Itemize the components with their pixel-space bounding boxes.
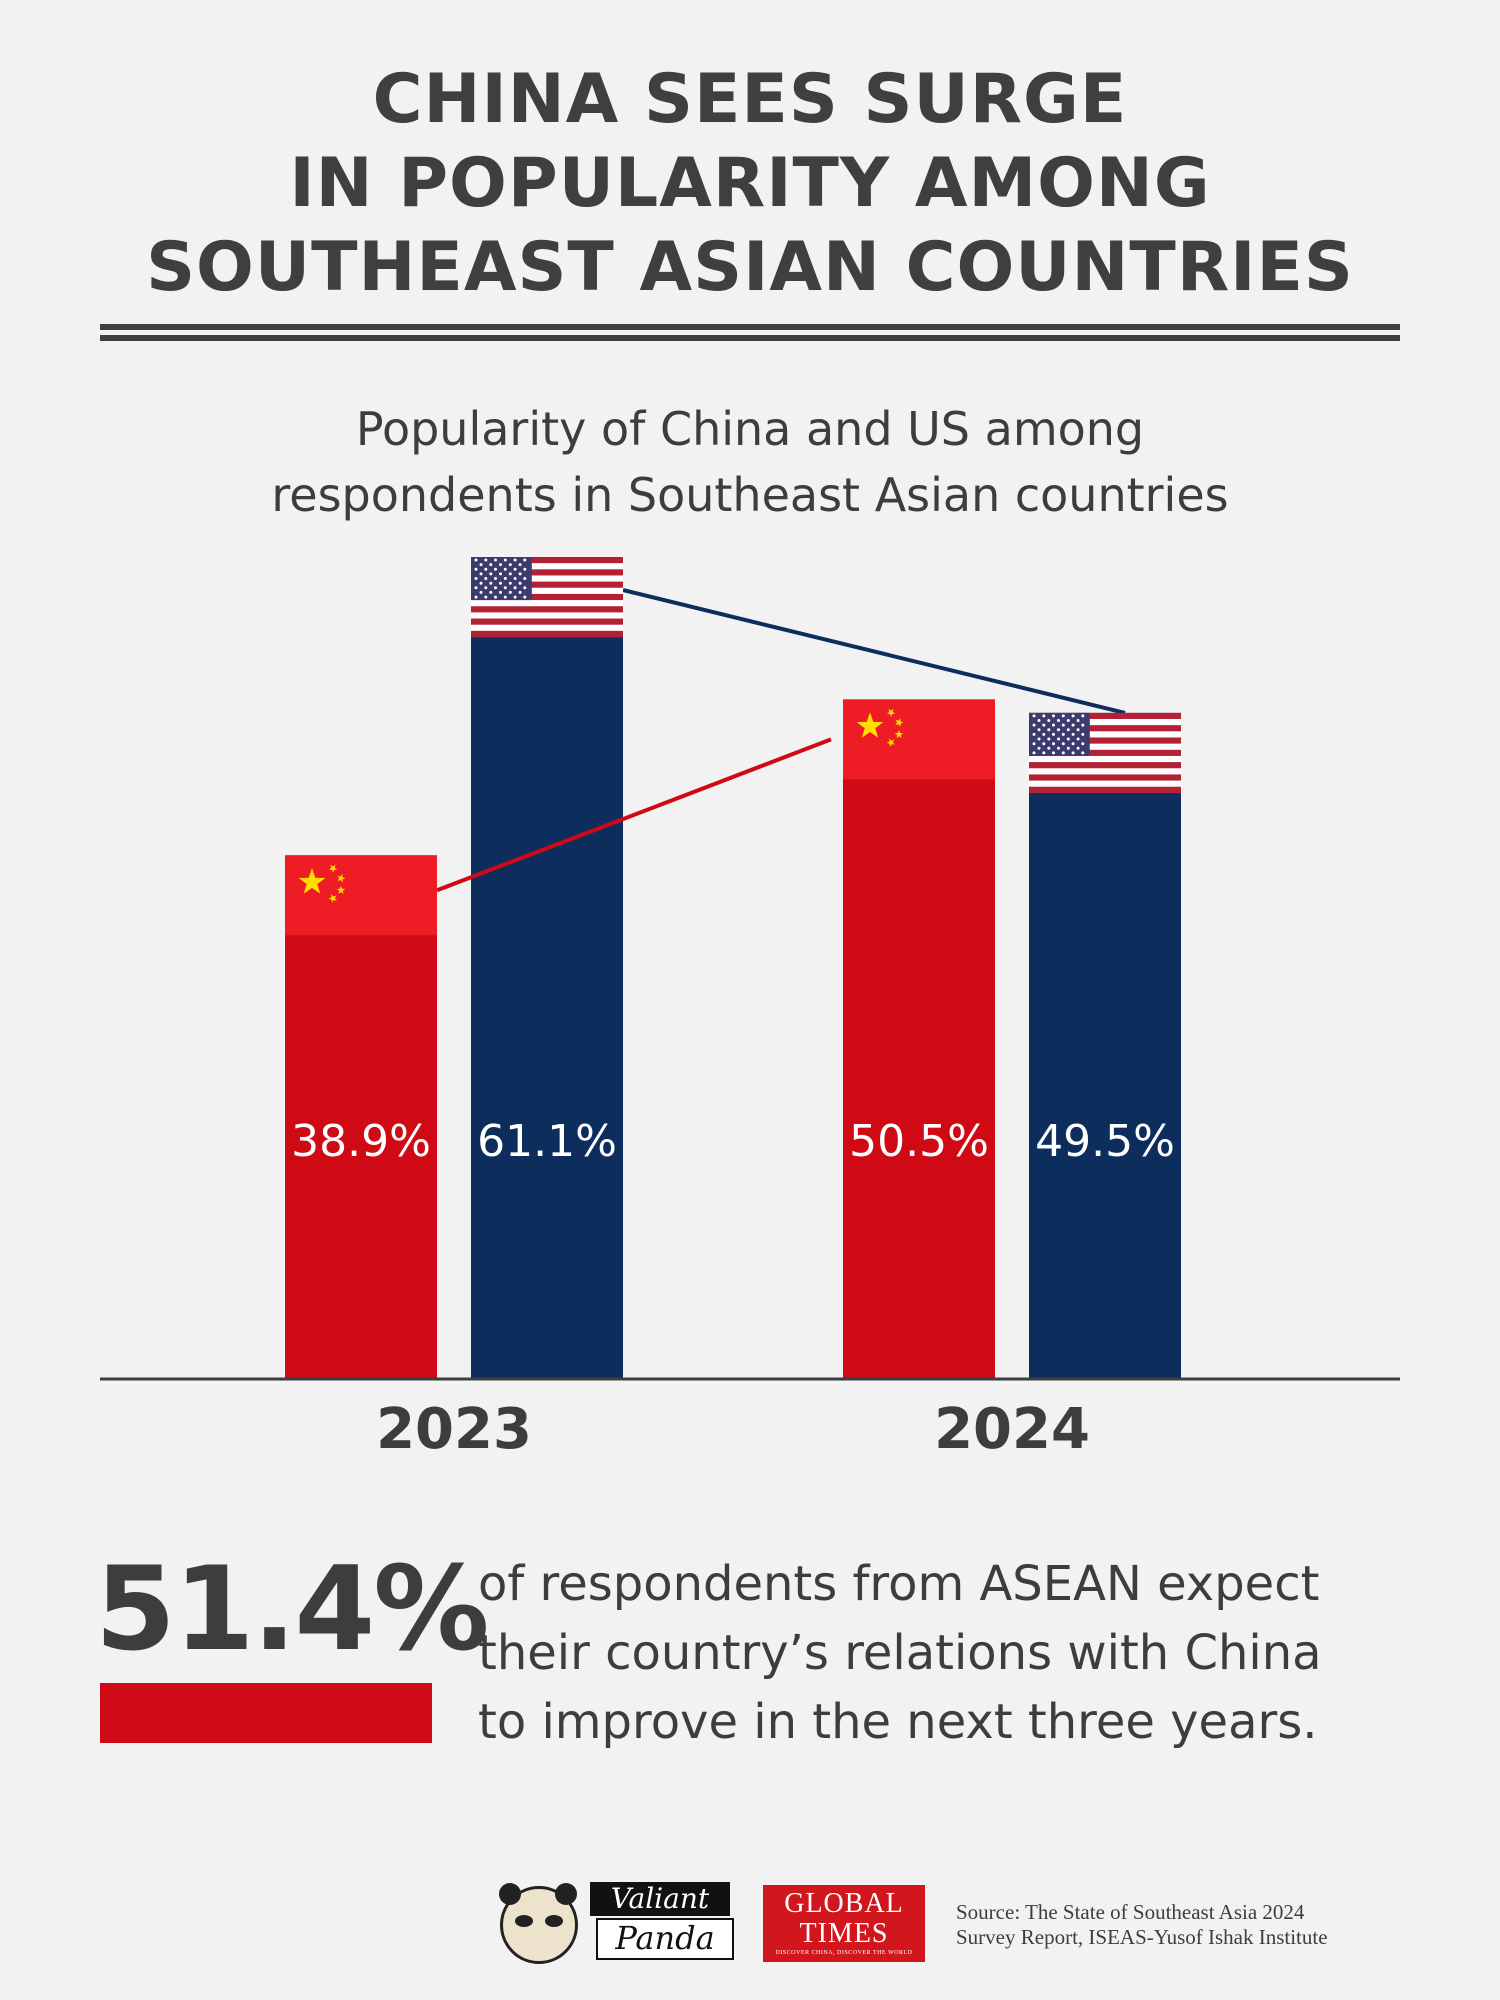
stat-text-line-3: to improve in the next three years. (478, 1694, 1318, 1750)
china-flag-icon-2023 (285, 855, 437, 936)
chart-title-line-1: Popularity of China and US among (355, 402, 1145, 456)
title-line-3: SOUTHEAST ASIAN COUNTRIES (146, 228, 1354, 307)
value-label-china-2024: 50.5% (849, 1116, 989, 1167)
stat-text-line-1: of respondents from ASEAN expect (478, 1556, 1320, 1612)
source-line-1: Source: The State of Southeast Asia 2024 (956, 1900, 1305, 1924)
title-line-2: IN POPULARITY AMONG (289, 144, 1211, 223)
chart-title: Popularity of China and US among respond… (0, 396, 1500, 528)
global-times-logo: GLOBAL TIMES DISCOVER CHINA, DISCOVER TH… (763, 1885, 925, 1962)
stat-accent-bar (100, 1683, 432, 1743)
bar-us-2023 (471, 557, 623, 1378)
x-tick-label-2024: 2024 (934, 1397, 1090, 1462)
trend-line-china (436, 737, 832, 893)
page-title: CHINA SEES SURGE IN POPULARITY AMONG SOU… (0, 58, 1500, 310)
gt-logo-line-2: TIMES (799, 1918, 889, 1949)
gt-logo-tagline: DISCOVER CHINA, DISCOVER THE WORLD (775, 1950, 913, 1956)
us-flag-icon-2023 (471, 557, 623, 638)
value-label-us-2023: 61.1% (477, 1116, 617, 1167)
stat-description: of respondents from ASEAN expect their c… (478, 1550, 1438, 1757)
stat-value: 51.4% (95, 1542, 489, 1677)
valiant-panda-logo: Valiant Panda (499, 1880, 735, 1964)
bar-china-2024 (843, 699, 995, 1378)
title-line-1: CHINA SEES SURGE (372, 60, 1128, 139)
bar-chart: 38.9% 50.5% 61.1% 49.5% 2023 2024 (100, 557, 1400, 1462)
us-flag-icon-2024 (1029, 712, 1181, 794)
source-note: Source: The State of Southeast Asia 2024… (956, 1900, 1436, 1950)
value-label-china-2023: 38.9% (291, 1116, 431, 1167)
stat-text-line-2: their country’s relations with China (478, 1625, 1322, 1681)
gt-logo-line-1: GLOBAL (784, 1888, 904, 1919)
panda-logo-line-2: Panda (596, 1918, 734, 1960)
title-divider-top (100, 324, 1400, 330)
trend-line-us (622, 588, 1126, 715)
panda-logo-line-1: Valiant (590, 1882, 730, 1916)
title-divider-bottom (100, 335, 1400, 341)
source-line-2: Survey Report, ISEAS-Yusof Ishak Institu… (956, 1925, 1328, 1949)
panda-face-icon (499, 1883, 578, 1964)
china-flag-icon-2024 (843, 699, 995, 780)
bar-us-2024 (1029, 712, 1181, 1378)
bar-china-2023 (285, 855, 437, 1378)
chart-title-line-2: respondents in Southeast Asian countries (271, 468, 1229, 522)
x-tick-label-2023: 2023 (376, 1397, 532, 1462)
value-label-us-2024: 49.5% (1035, 1116, 1175, 1167)
